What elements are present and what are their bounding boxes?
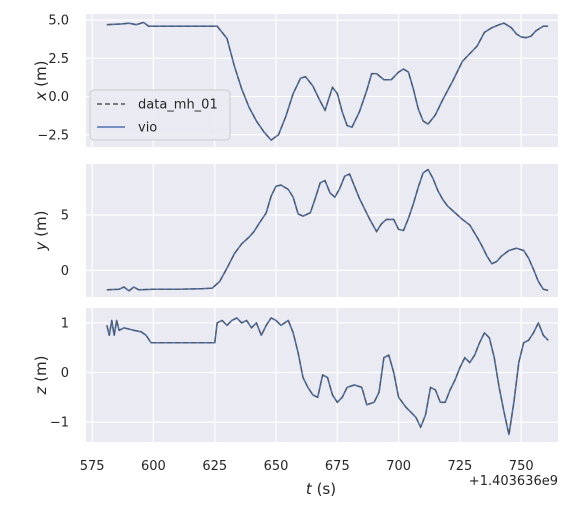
y-axis-label: x (m) <box>32 61 50 102</box>
x-tick-label: 600 <box>141 459 166 474</box>
subplot-y: 5 0 y (m) <box>32 164 558 297</box>
legend-label: data_mh_01 <box>138 98 218 113</box>
x-tick-label: 625 <box>202 459 227 474</box>
y-tick-label: 1 <box>61 316 69 331</box>
x-tick-label: 725 <box>448 459 473 474</box>
x-tick-label: 675 <box>325 459 350 474</box>
y-tick-label: −2.5 <box>37 128 69 143</box>
y-axis-label: y (m) <box>32 211 50 252</box>
x-tick-label: 650 <box>264 459 289 474</box>
y-tick-label: 0.0 <box>48 90 69 105</box>
x-tick-label: 750 <box>509 459 534 474</box>
plot-area <box>86 164 558 297</box>
x-axis-label: t (s) <box>306 480 336 498</box>
y-tick-label: 0 <box>61 264 69 279</box>
series-data-mh-01-line <box>106 168 549 292</box>
y-tick-label: 0 <box>61 366 69 381</box>
x-offset-label: +1.403636e9 <box>469 474 558 489</box>
y-axis-label: z (m) <box>32 356 50 396</box>
legend-label: vio <box>138 121 157 136</box>
y-tick-label: 2.5 <box>48 52 69 67</box>
subplot-z: 1 0 −1 z (m) 575 600 625 650 675 700 725 750 <box>32 308 558 474</box>
y-tick-label: 5 <box>61 208 69 223</box>
y-tick-label: 5.0 <box>48 14 69 29</box>
series-data-mh-01-line <box>106 21 549 141</box>
series-data-mh-01-line <box>106 317 549 435</box>
y-tick-label: −1 <box>50 416 69 431</box>
x-tick-label: 575 <box>80 459 105 474</box>
x-tick-label: 700 <box>386 459 411 474</box>
